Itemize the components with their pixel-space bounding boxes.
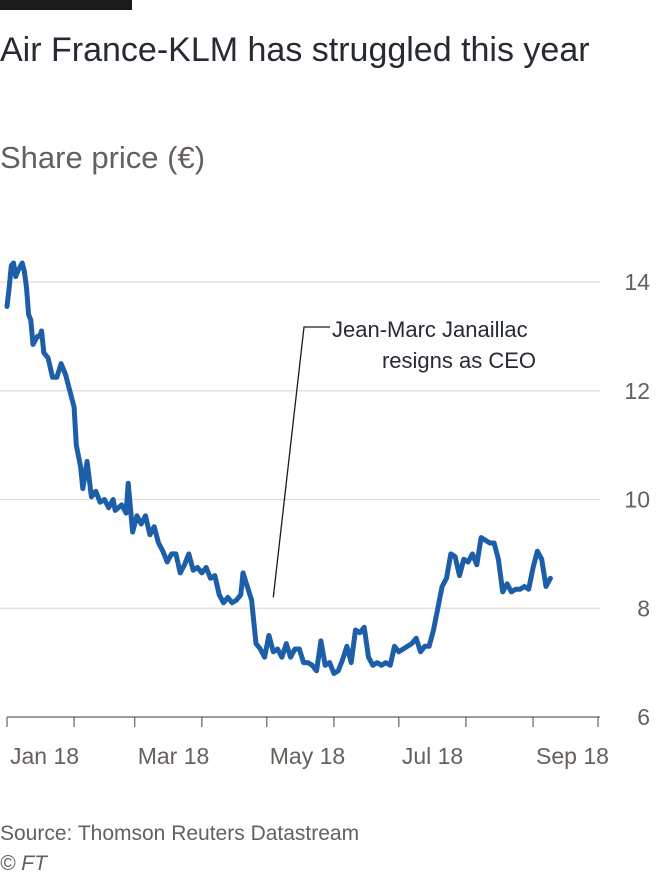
y-tick-label-6: 6 xyxy=(637,704,650,730)
annotation-text-line-0-0: Jean-Marc Janaillac xyxy=(332,317,528,342)
y-axis: 6 8 10 12 14 xyxy=(624,269,650,730)
x-tick-label-6: Jul 18 xyxy=(402,743,463,769)
x-tick-label-8: Sep 18 xyxy=(536,743,609,769)
chart-subtitle: Share price (€) xyxy=(0,140,206,175)
annotation-text-line-0-1: resigns as CEO xyxy=(382,348,536,373)
y-tick-label-14: 14 xyxy=(624,269,650,295)
y-tick-label-12: 12 xyxy=(624,378,650,404)
series xyxy=(4,260,553,676)
header-accent-bar xyxy=(0,0,132,10)
x-tick-label-4: May 18 xyxy=(270,743,345,769)
y-tick-label-10: 10 xyxy=(624,487,650,513)
x-tick-label-0: Jan 18 xyxy=(10,743,79,769)
x-axis: Jan 18 Mar 18 May 18 Jul 18 Sep 18 xyxy=(6,716,609,769)
chart-title: Air France-KLM has struggled this year xyxy=(0,31,590,69)
y-tick-label-8: 8 xyxy=(637,595,650,621)
annotation: Jean-Marc Janaillac resigns as CEO xyxy=(272,317,536,598)
copyright-note: © FT xyxy=(0,852,47,875)
annotation-leader-line-0 xyxy=(272,326,330,598)
series-line-0 xyxy=(4,260,553,676)
x-tick-label-2: Mar 18 xyxy=(138,743,210,769)
source-note: Source: Thomson Reuters Datastream xyxy=(0,822,360,845)
